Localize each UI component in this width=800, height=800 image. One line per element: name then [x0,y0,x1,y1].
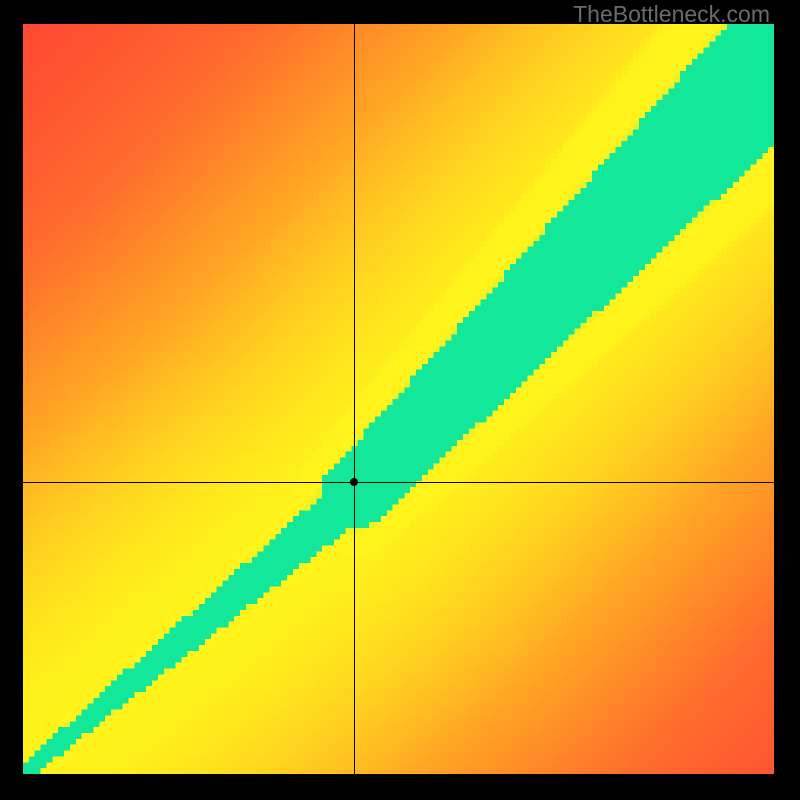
bottleneck-heatmap [23,24,774,774]
border-left [0,0,23,800]
crosshair-marker [350,478,358,486]
chart-frame: TheBottleneck.com [0,0,800,800]
crosshair-horizontal [23,482,774,483]
crosshair-vertical [354,24,355,774]
border-right [774,0,800,800]
border-bottom [0,774,800,800]
watermark-text: TheBottleneck.com [573,1,770,28]
